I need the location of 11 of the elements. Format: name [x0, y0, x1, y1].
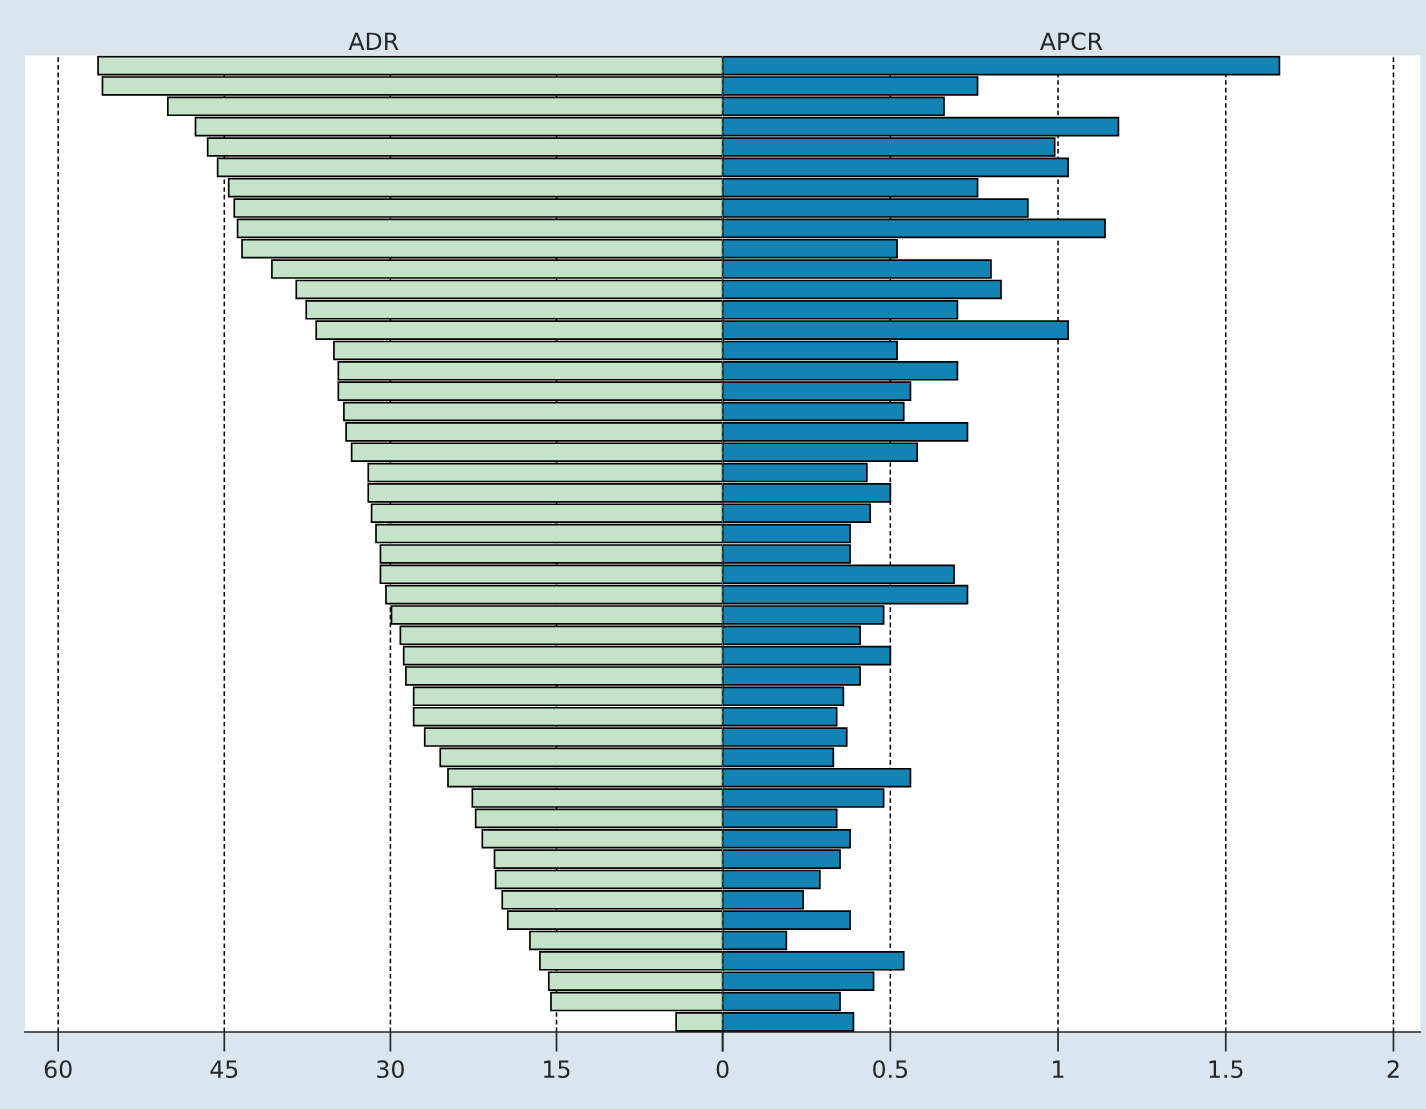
x-tick-label: 1 [1053, 1060, 1064, 1078]
x-tick-label: 15 [544, 1060, 570, 1079]
x-tick-label: 60 [44, 1060, 72, 1079]
x-tick-label: 45 [210, 1060, 238, 1079]
x-tick-label: 1.5 [1209, 1060, 1243, 1079]
x-tick-label: 0 [716, 1060, 729, 1079]
x-tick-label: 2 [1387, 1060, 1399, 1078]
chart-title: ADR [348, 32, 399, 50]
x-tick-label: 30 [377, 1060, 404, 1079]
x-tick-label: 0.5 [873, 1060, 908, 1079]
chart-title: APCR [1040, 32, 1103, 51]
